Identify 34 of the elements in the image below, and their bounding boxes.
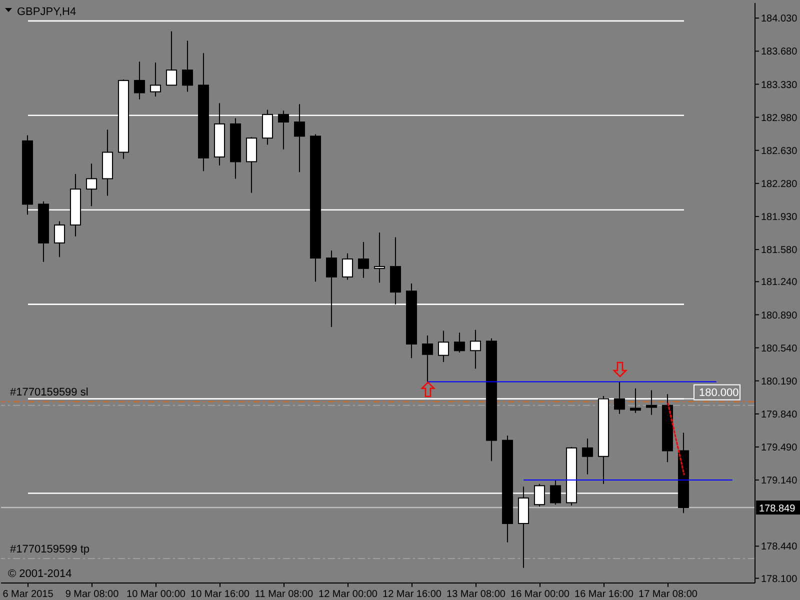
x-tick-label: 16 Mar 16:00 — [574, 589, 634, 600]
x-tick-label: 11 Mar 08:00 — [254, 589, 314, 600]
x-tick-label: 12 Mar 16:00 — [382, 589, 442, 600]
x-tick-label: 13 Mar 08:00 — [446, 589, 506, 600]
x-tick-label: 10 Mar 00:00 — [126, 589, 186, 600]
y-tick-label: 180.190 — [761, 376, 798, 388]
ref-line-label: 180.000 — [699, 386, 739, 399]
y-tick-label: 184.030 — [761, 14, 798, 25]
y-tick-label: 179.140 — [761, 476, 798, 487]
ref-line-label: #1770159599 sl — [10, 386, 88, 399]
y-tick-label: 181.240 — [761, 277, 798, 288]
y-tick-label: 181.580 — [761, 245, 798, 256]
y-tick-label: 179.840 — [761, 409, 798, 420]
x-tick-label: 12 Mar 00:00 — [318, 589, 378, 600]
y-tick-label: 179.490 — [761, 442, 798, 454]
x-tick-label: 16 Mar 00:00 — [510, 589, 570, 600]
ref-line-label: #1770159599 tp — [10, 543, 90, 556]
chart-title: GBPJPY,H4 — [17, 6, 76, 18]
y-tick-label: 178.440 — [761, 542, 798, 553]
x-tick-label: 10 Mar 16:00 — [190, 589, 250, 600]
x-tick-label: 6 Mar 2015 — [2, 589, 54, 600]
y-tick-label: 181.930 — [761, 212, 798, 224]
y-tick-label: 180.540 — [761, 343, 798, 354]
annotation: © 2001-2014 — [8, 568, 72, 580]
x-tick-label: 9 Mar 08:00 — [65, 589, 120, 600]
y-tick-label: 180.890 — [761, 310, 798, 322]
ref-line-label: 178.849 — [759, 504, 796, 515]
y-tick-label: 178.100 — [761, 574, 798, 585]
y-tick-label: 183.330 — [761, 80, 798, 91]
y-tick-label: 183.680 — [761, 46, 798, 58]
y-tick-label: 182.630 — [761, 146, 798, 157]
y-tick-label: 182.280 — [761, 178, 798, 190]
x-tick-label: 17 Mar 08:00 — [638, 589, 698, 600]
y-tick-label: 182.980 — [761, 112, 798, 124]
